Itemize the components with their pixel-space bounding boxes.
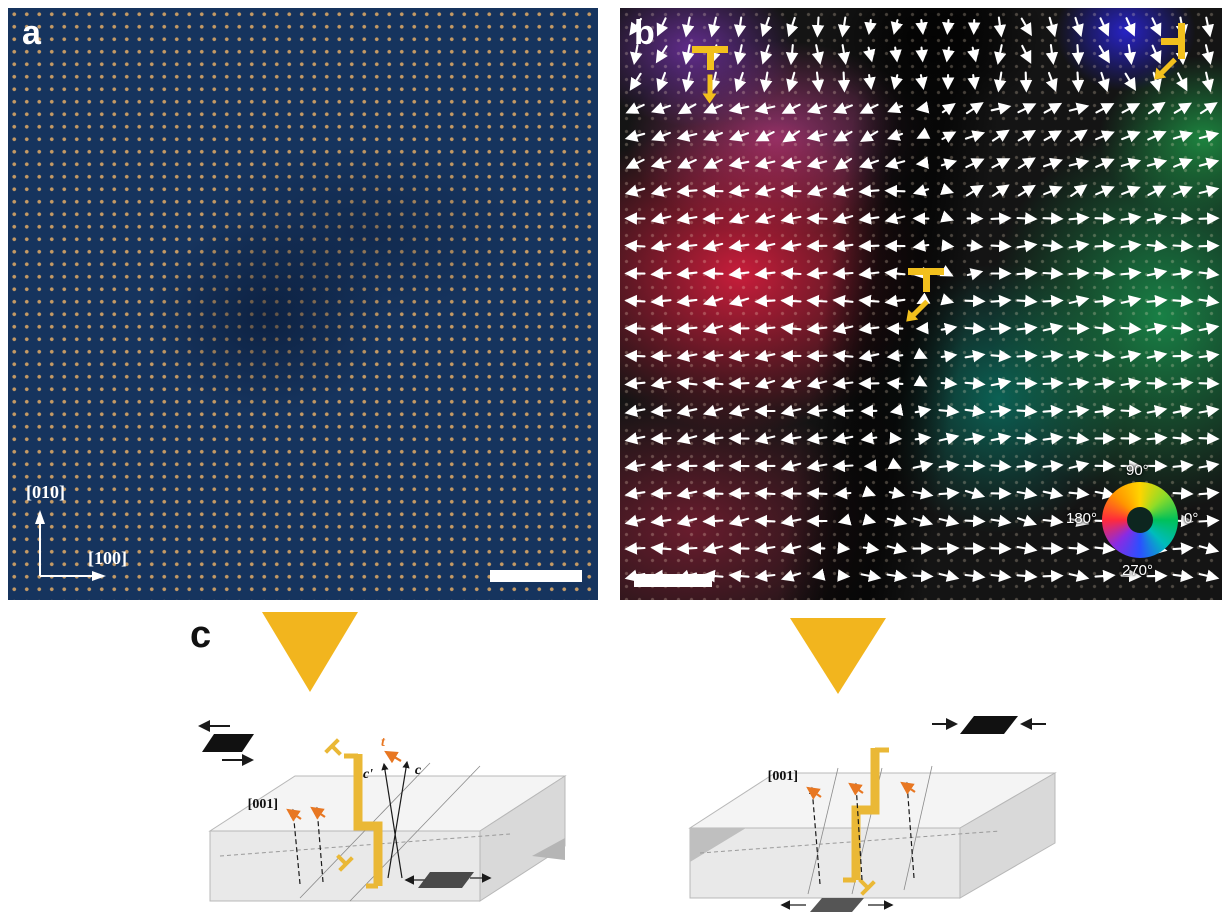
c-prime-label: c' [363,767,373,782]
dislocation-icon [908,268,944,294]
domain-wall-path [843,747,889,896]
wall-step-icon [324,738,342,756]
dislocation-icon [1159,23,1185,59]
color-wheel-hole [1127,507,1153,533]
scale-bar [490,570,582,582]
corner-facet [690,828,746,862]
color-wheel-0-label: 0° [1184,510,1199,527]
axes-arrows-icon [35,510,106,581]
polarization-arrows-001 [286,806,326,885]
t-label: t [381,735,386,750]
color-wheel-icon [1102,482,1178,558]
left-slab-diagram: [001] c' c t [198,720,567,902]
right-slab-diagram: [001] [688,716,1057,912]
afm-tip-icon [262,612,358,692]
panel-b-label: b [634,14,655,52]
color-wheel: 90° 180° 0° 270° [1066,462,1216,594]
crystal-axes: [010] [100] [26,482,156,586]
axis-001-label: [001] [248,797,278,812]
shear-cell-top [198,720,254,766]
domain-wall-shade [8,8,598,600]
wall-step-icon [336,854,354,872]
shear-cell-top [932,716,1046,734]
panel-a-label: a [22,14,41,52]
dislocation-icon [692,46,728,72]
wall-step-icon [858,878,876,896]
burgers-arrow-icon [707,74,713,95]
afm-tip-icon [790,618,886,694]
shear-cell-bottom [404,872,492,888]
corner-facet [532,838,565,860]
domain-wall-path [324,738,383,889]
axis-100-label: [100] [88,548,127,568]
axis-001-label: [001] [768,769,798,784]
c-label: c [415,763,422,778]
polarization-arrows-001 [806,781,916,885]
panel-a: a [010] [100] [8,8,598,600]
panel-b: b 90° 180° 0° 270° [620,8,1222,600]
axis-010-label: [010] [26,482,65,502]
color-wheel-180-label: 180° [1066,510,1098,527]
shear-cell-bottom [780,898,894,912]
color-wheel-90-label: 90° [1126,462,1149,479]
color-wheel-270-label: 270° [1122,562,1154,579]
vector-field [624,16,1220,583]
scale-bar [634,574,712,587]
c-axis-arrows [381,750,410,879]
panel-c-label: c [190,614,212,656]
